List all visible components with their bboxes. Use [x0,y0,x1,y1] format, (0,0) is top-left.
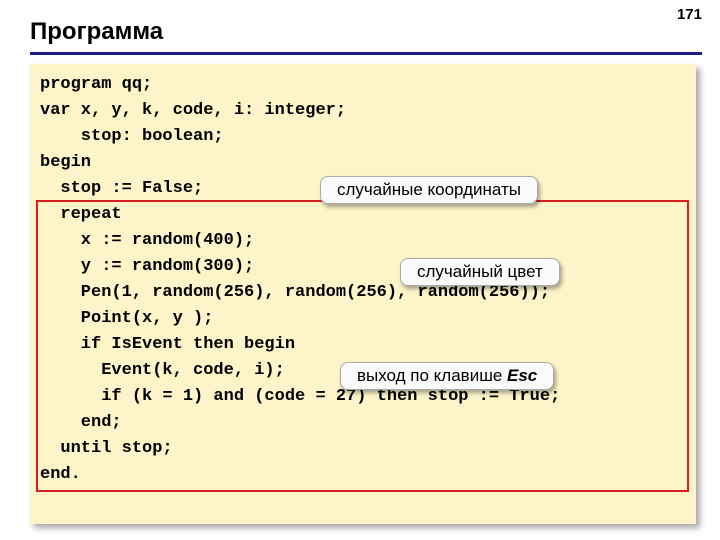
callout-text: выход по клавише [357,366,507,385]
code-line: repeat [40,205,122,224]
code-line: program qq; [40,75,152,94]
code-line: if IsEvent then begin [40,335,295,354]
code-line: stop := False; [40,179,203,198]
code-line: end; [40,413,122,432]
slide-title: Программа [30,18,163,46]
code-line: stop: boolean; [40,127,224,146]
code-line: end. [40,465,81,484]
callout-random-coords: случайные координаты [320,176,538,204]
code-line: until stop; [40,439,173,458]
code-line: var x, y, k, code, i: integer; [40,101,346,120]
code-line: Event(k, code, i); [40,361,285,380]
code-line: y := random(300); [40,257,254,276]
code-line: begin [40,153,91,172]
title-underline [30,52,702,55]
code-block: program qq; var x, y, k, code, i: intege… [40,72,686,488]
callout-key: Esc [507,366,537,385]
callout-exit-esc: выход по клавише Esc [340,362,554,390]
code-panel: program qq; var x, y, k, code, i: intege… [30,64,696,524]
callout-random-color: случайный цвет [400,258,560,286]
code-line: Point(x, y ); [40,309,213,328]
code-line: x := random(400); [40,231,254,250]
page-number: 171 [677,6,702,23]
